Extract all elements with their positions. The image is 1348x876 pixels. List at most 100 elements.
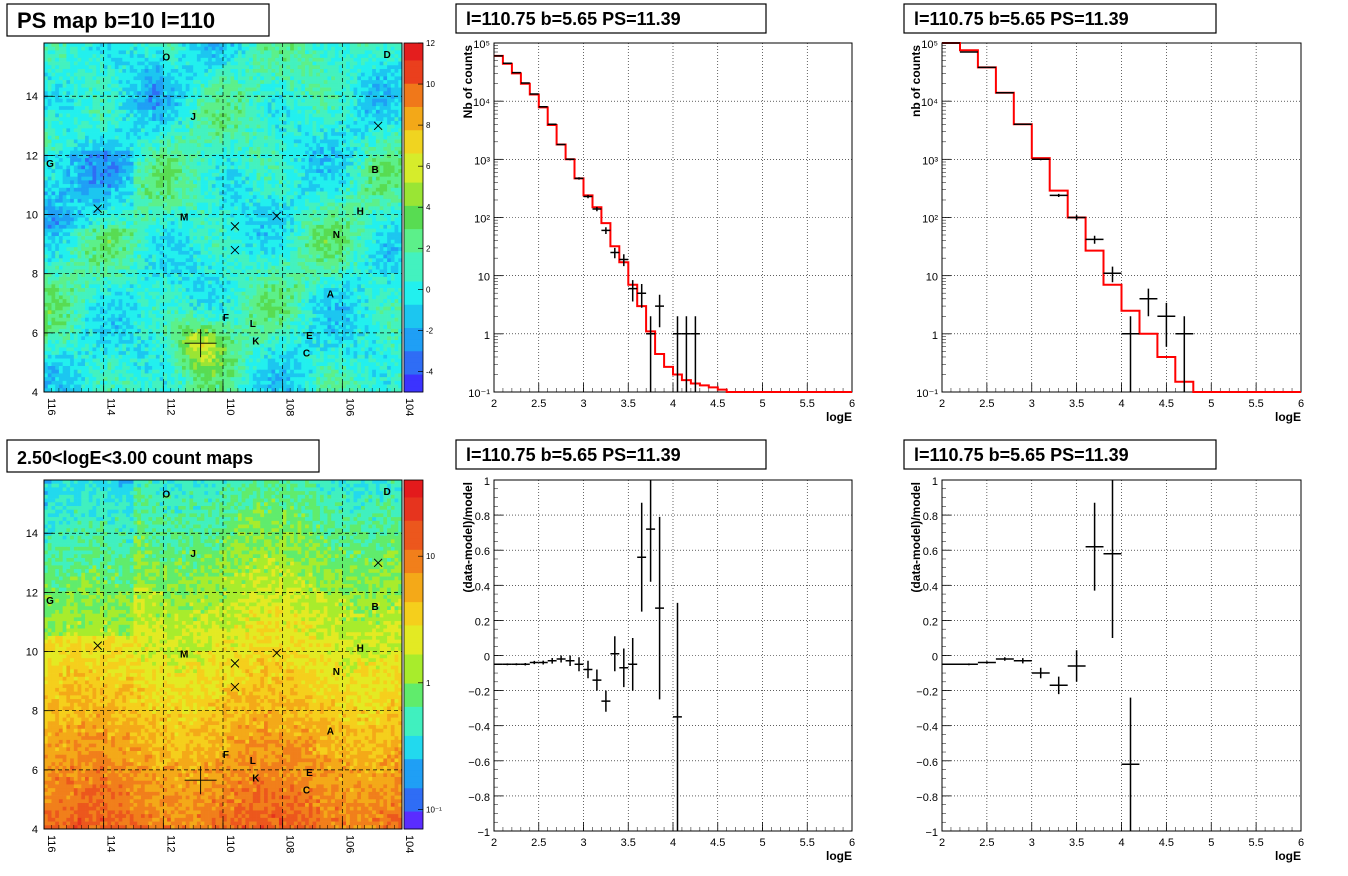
heatmap-cell [353, 202, 358, 207]
heatmap-cell [215, 83, 220, 88]
heatmap-cell [249, 191, 254, 196]
heatmap-cell [47, 106, 52, 111]
heatmap-cell [278, 184, 284, 189]
heatmap-cell [133, 176, 138, 181]
heatmap-cell [99, 217, 105, 222]
heatmap-cell [293, 198, 298, 203]
heatmap-cell [47, 213, 52, 218]
heatmap-cell [323, 180, 328, 185]
heatmap-cell [62, 50, 67, 55]
heatmap-cell [66, 195, 71, 200]
heatmap-cell [286, 132, 291, 137]
heatmap-cell [85, 109, 90, 114]
heatmap-cell [372, 98, 377, 103]
heatmap-cell [92, 72, 97, 77]
heatmap-cell [170, 172, 175, 178]
heatmap-cell [70, 61, 75, 66]
heatmap-cell [51, 72, 56, 77]
heatmap-cell [226, 184, 231, 189]
heatmap-cell [353, 102, 358, 107]
heatmap-cell [278, 43, 284, 48]
heatmap-cell [122, 72, 127, 77]
heatmap-cell [368, 98, 373, 103]
heatmap-cell [44, 180, 49, 185]
heatmap-cell [118, 113, 123, 118]
heatmap-cell [174, 213, 179, 218]
heatmap-cell [342, 106, 347, 111]
heatmap-cell [73, 154, 78, 159]
heatmap-cell [70, 184, 75, 189]
heatmap-cell [327, 124, 332, 129]
heatmap-cell [252, 54, 257, 59]
heatmap-cell [196, 217, 201, 222]
heatmap-cell [193, 65, 198, 70]
heatmap-cell [353, 113, 358, 118]
heatmap-cell [208, 61, 213, 66]
heatmap-cell [256, 50, 261, 55]
heatmap-cell [167, 165, 172, 170]
heatmap-cell [234, 65, 239, 70]
heatmap-cell [44, 57, 49, 62]
heatmap-cell [62, 180, 67, 185]
heatmap-cell [271, 221, 276, 226]
heatmap-cell [308, 232, 313, 237]
heatmap-cell [66, 46, 71, 51]
heatmap-cell [55, 50, 60, 55]
heatmap-cell [200, 139, 205, 144]
heatmap-cell [122, 76, 127, 81]
heatmap-cell [144, 43, 149, 48]
heatmap-cell [77, 57, 82, 62]
heatmap-cell [181, 139, 187, 144]
heatmap-cell [357, 165, 362, 170]
heatmap-cell [252, 43, 257, 48]
heatmap-cell [372, 165, 377, 170]
heatmap-cell [163, 106, 168, 111]
heatmap-cell [323, 80, 328, 85]
heatmap-cell [353, 191, 358, 196]
heatmap-cell [70, 180, 75, 185]
heatmap-cell [137, 158, 142, 163]
heatmap-cell [305, 50, 310, 55]
heatmap-cell [51, 206, 56, 211]
heatmap-cell [99, 165, 105, 170]
heatmap-cell [275, 120, 280, 126]
heatmap-cell [219, 106, 224, 111]
heatmap-cell [73, 87, 78, 92]
heatmap-cell [316, 98, 321, 103]
heatmap-cell [114, 213, 119, 218]
heatmap-cell [178, 94, 183, 100]
heatmap-cell [256, 135, 261, 140]
heatmap-cell [390, 150, 395, 155]
heatmap-cell [312, 94, 317, 100]
heatmap-cell [387, 198, 392, 203]
heatmap-cell [58, 65, 63, 70]
heatmap-cell [204, 113, 209, 118]
heatmap-cell [58, 221, 63, 226]
heatmap-cell [58, 187, 63, 192]
heatmap-cell [241, 46, 246, 51]
heatmap-cell [170, 213, 175, 218]
heatmap-cell [282, 76, 287, 81]
heatmap-cell [107, 120, 112, 126]
heatmap-cell [357, 198, 362, 203]
heatmap-cell [126, 54, 131, 59]
heatmap-cell [316, 221, 321, 226]
heatmap-cell [103, 228, 108, 233]
heatmap-cell [174, 83, 179, 88]
heatmap-cell [185, 94, 190, 100]
heatmap-cell [375, 117, 380, 122]
heatmap-cell [103, 161, 108, 166]
heatmap-cell [394, 43, 399, 48]
heatmap-cell [55, 87, 60, 92]
heatmap-cell [92, 158, 97, 163]
heatmap-cell [155, 139, 160, 144]
heatmap-cell [398, 87, 403, 92]
heatmap-cell [111, 154, 116, 159]
heatmap-cell [219, 61, 224, 66]
heatmap-cell [301, 120, 306, 126]
heatmap-cell [174, 187, 179, 192]
heatmap-cell [219, 87, 224, 92]
heatmap-cell [178, 50, 183, 55]
heatmap-cell [387, 165, 392, 170]
heatmap-cell [118, 202, 123, 207]
